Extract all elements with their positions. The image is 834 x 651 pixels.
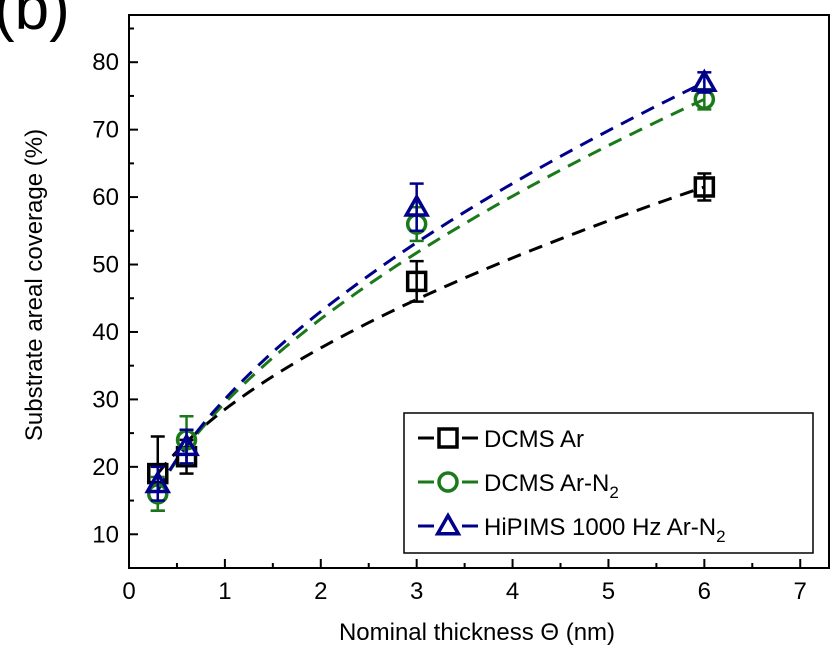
- fit-curve: [156, 185, 705, 475]
- x-tick-label: 5: [602, 578, 615, 605]
- y-tick-label: 10: [92, 521, 119, 548]
- fit-curves: [156, 81, 705, 492]
- data-point-square: [405, 270, 428, 293]
- plot-axes: [128, 14, 830, 569]
- axis-ticks: 0 1 2 3 4 5 6 7 10 20 30 40 50 60 70 80: [92, 27, 807, 605]
- y-tick-label: 80: [92, 49, 119, 76]
- y-tick-label: 30: [92, 386, 119, 413]
- data-markers: [144, 68, 718, 512]
- legend-label-main: DCMS Ar-N: [484, 470, 609, 497]
- y-tick-label: 60: [92, 184, 119, 211]
- legend-label-main: HiPIMS 1000 Hz Ar-N: [484, 514, 716, 541]
- data-point-triangle: [403, 193, 431, 217]
- legend-label: DCMS Ar: [484, 426, 584, 453]
- x-tick-label: 4: [506, 578, 519, 605]
- x-tick-label: 7: [794, 578, 807, 605]
- plot-frame: [128, 14, 830, 569]
- legend-label: DCMS Ar-N2: [484, 470, 619, 502]
- legend-label-subscript: 2: [716, 527, 725, 546]
- fit-curve: [156, 81, 705, 492]
- data-point-circle: [437, 471, 459, 493]
- y-tick-label: 70: [92, 117, 119, 144]
- fit-curve: [156, 97, 705, 492]
- data-point-square: [693, 176, 716, 198]
- legend-label-subscript: 2: [609, 483, 618, 502]
- x-tick-label: 0: [122, 578, 135, 605]
- x-tick-label: 2: [314, 578, 327, 605]
- data-point-triangle: [173, 432, 200, 457]
- y-tick-label: 50: [92, 252, 119, 279]
- panel-label: (b): [0, 0, 70, 43]
- data-point-triangle: [690, 68, 718, 92]
- x-tick-label: 1: [218, 578, 231, 605]
- legend-label-main: DCMS Ar: [484, 426, 584, 453]
- legend-label: HiPIMS 1000 Hz Ar-N2: [484, 514, 726, 546]
- y-axis-title: Substrate areal coverage (%): [21, 129, 48, 441]
- x-axis-title: Nominal thickness Θ (nm): [339, 619, 615, 646]
- x-tick-label: 3: [410, 578, 423, 605]
- y-tick-label: 40: [92, 319, 119, 346]
- data-point-triangle: [434, 512, 462, 536]
- y-tick-label: 20: [92, 454, 119, 481]
- data-point-triangle: [144, 469, 172, 494]
- data-point-square: [437, 427, 459, 449]
- x-tick-label: 6: [698, 578, 711, 605]
